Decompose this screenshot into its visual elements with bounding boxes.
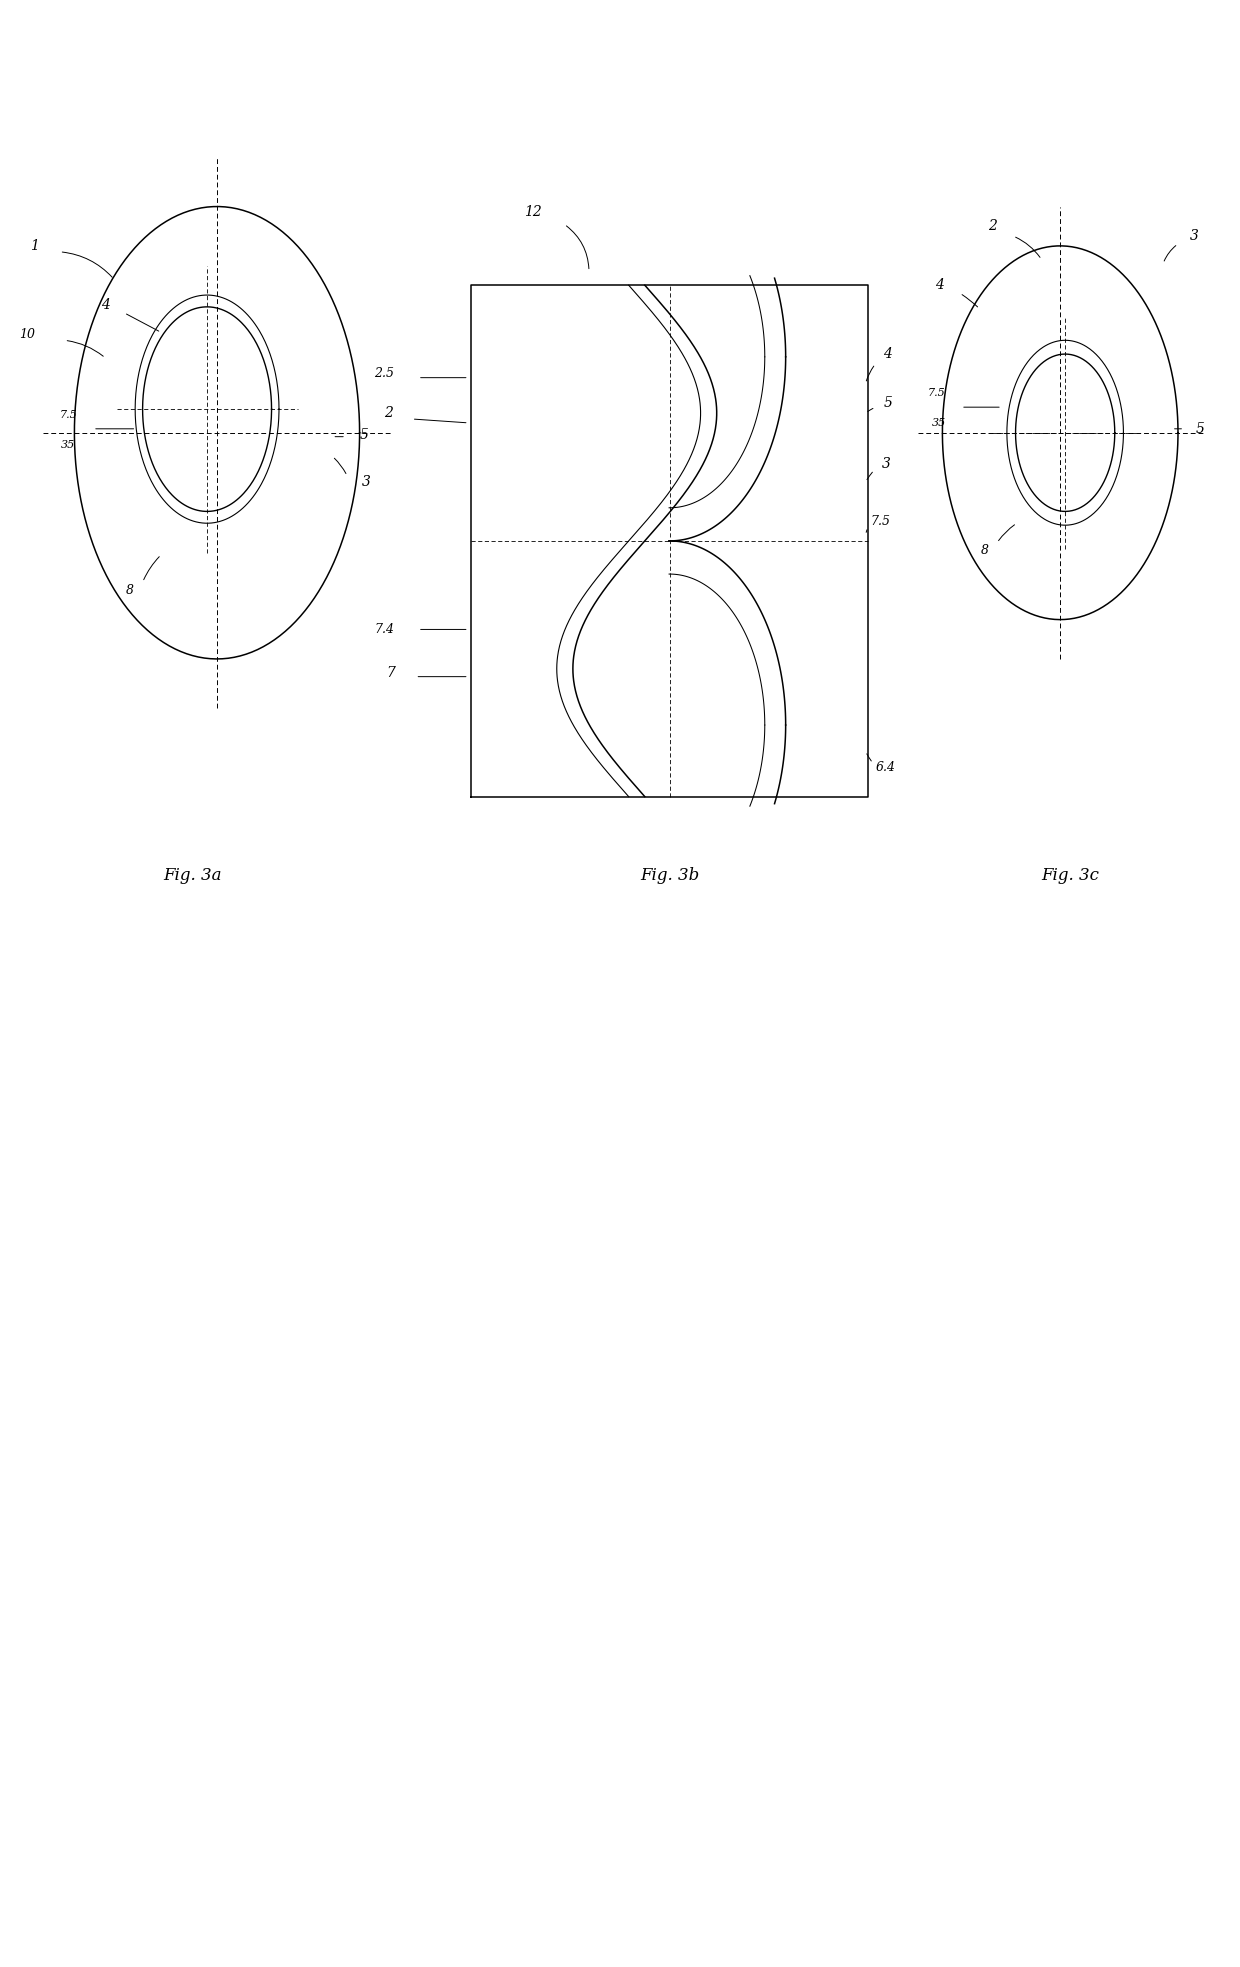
Text: 12: 12 <box>525 205 542 220</box>
Text: 7.5: 7.5 <box>870 515 890 527</box>
Text: 3: 3 <box>1189 228 1199 244</box>
Text: 10: 10 <box>20 328 35 340</box>
Text: 8: 8 <box>126 584 134 596</box>
Text: 7: 7 <box>386 665 396 681</box>
Text: 4: 4 <box>883 346 893 362</box>
Text: Fig. 3c: Fig. 3c <box>1042 867 1099 883</box>
Text: 7.4: 7.4 <box>374 624 394 635</box>
Text: 35: 35 <box>931 417 946 429</box>
Text: 4: 4 <box>935 277 945 293</box>
Text: 1: 1 <box>30 238 40 254</box>
Text: 7.5: 7.5 <box>60 409 77 421</box>
Text: 4: 4 <box>100 297 110 313</box>
Text: 35: 35 <box>61 439 76 450</box>
Text: 5: 5 <box>360 427 370 443</box>
Text: Fig. 3b: Fig. 3b <box>640 867 699 883</box>
Text: 3: 3 <box>361 474 371 490</box>
Text: 5: 5 <box>883 395 893 411</box>
Text: Fig. 3a: Fig. 3a <box>162 867 222 883</box>
Text: 2.5: 2.5 <box>374 368 394 380</box>
Text: 2: 2 <box>383 405 393 421</box>
Text: 7.5: 7.5 <box>928 387 945 399</box>
Text: 2: 2 <box>987 218 997 234</box>
Text: 5: 5 <box>1195 421 1205 437</box>
Text: 6.4: 6.4 <box>875 761 895 773</box>
Text: 3: 3 <box>882 456 892 472</box>
Text: 8: 8 <box>981 545 988 557</box>
